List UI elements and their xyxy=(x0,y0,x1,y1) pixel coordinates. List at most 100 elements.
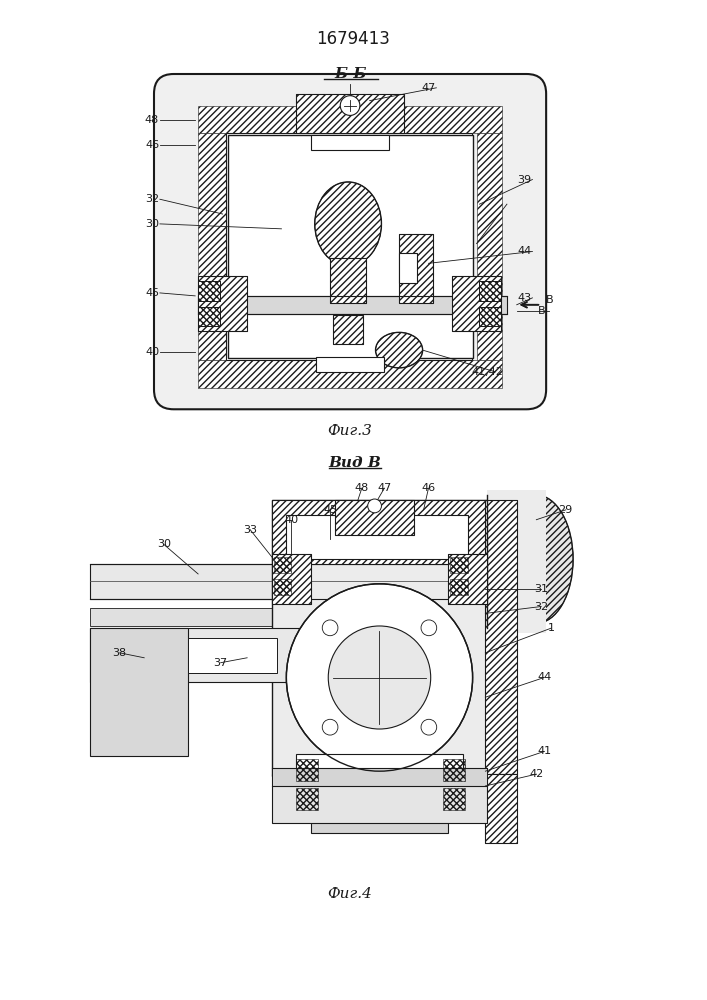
Bar xyxy=(316,357,385,372)
Bar xyxy=(311,816,448,833)
Bar xyxy=(335,500,414,535)
Bar xyxy=(188,638,276,673)
Text: Вид В: Вид В xyxy=(329,456,381,470)
Text: 41,42: 41,42 xyxy=(472,367,503,377)
Bar xyxy=(399,234,433,303)
Text: 40: 40 xyxy=(145,347,159,357)
Bar xyxy=(90,628,188,756)
Text: 47: 47 xyxy=(421,83,436,93)
Ellipse shape xyxy=(500,495,573,623)
Bar xyxy=(296,759,317,781)
Bar xyxy=(448,554,487,604)
Bar xyxy=(311,135,390,150)
Bar xyxy=(226,133,472,360)
Text: 30: 30 xyxy=(157,539,171,549)
Circle shape xyxy=(322,620,338,636)
Text: 45: 45 xyxy=(145,288,159,298)
Bar xyxy=(271,554,311,604)
Bar xyxy=(330,258,366,303)
Circle shape xyxy=(421,620,437,636)
Bar xyxy=(198,133,226,360)
Bar xyxy=(296,94,404,133)
Text: 30: 30 xyxy=(145,219,159,229)
Bar xyxy=(271,500,487,564)
Bar xyxy=(448,554,487,604)
Bar xyxy=(486,774,517,843)
Bar xyxy=(486,500,517,774)
Text: 29: 29 xyxy=(559,505,573,515)
Text: 37: 37 xyxy=(214,658,228,668)
Bar xyxy=(330,258,366,303)
Bar xyxy=(274,579,291,595)
Circle shape xyxy=(328,626,431,729)
Bar xyxy=(477,133,502,360)
Text: В: В xyxy=(537,306,545,316)
Text: 46: 46 xyxy=(421,483,436,493)
Text: 40: 40 xyxy=(284,515,298,525)
Bar xyxy=(271,768,487,786)
Bar xyxy=(479,307,501,326)
Bar xyxy=(452,276,501,331)
Bar xyxy=(286,515,468,559)
FancyBboxPatch shape xyxy=(154,74,546,409)
Circle shape xyxy=(322,719,338,735)
Bar xyxy=(271,500,487,564)
Text: В: В xyxy=(546,295,554,305)
Bar xyxy=(271,774,487,823)
Bar xyxy=(198,281,220,301)
Bar xyxy=(198,296,507,314)
Text: Б-Б: Б-Б xyxy=(334,67,366,81)
Ellipse shape xyxy=(375,332,423,368)
Circle shape xyxy=(421,719,437,735)
Circle shape xyxy=(368,499,382,513)
Bar xyxy=(271,500,487,776)
Bar xyxy=(296,788,317,810)
Bar xyxy=(90,564,522,599)
Circle shape xyxy=(340,96,360,115)
Bar xyxy=(198,106,502,133)
Text: 32: 32 xyxy=(145,194,159,204)
Bar xyxy=(198,281,220,301)
Text: 44: 44 xyxy=(518,246,532,256)
Bar xyxy=(334,315,363,344)
Bar xyxy=(198,276,247,331)
Bar xyxy=(399,234,433,303)
Text: Фиг.4: Фиг.4 xyxy=(327,887,373,901)
Bar xyxy=(486,500,517,774)
Bar xyxy=(479,307,501,326)
Text: 41: 41 xyxy=(537,746,551,756)
Bar xyxy=(486,774,517,843)
Bar xyxy=(399,253,416,283)
Bar xyxy=(198,307,220,326)
Text: 48: 48 xyxy=(355,483,369,493)
Text: 44: 44 xyxy=(537,672,551,682)
Text: 31: 31 xyxy=(534,584,548,594)
Bar xyxy=(198,307,220,326)
Text: Фиг.3: Фиг.3 xyxy=(327,424,373,438)
Bar xyxy=(479,281,501,301)
Text: 43: 43 xyxy=(518,293,532,303)
Bar xyxy=(335,500,414,535)
Text: 38: 38 xyxy=(112,648,127,658)
Text: 32: 32 xyxy=(534,601,549,611)
Bar xyxy=(334,315,363,344)
Bar xyxy=(228,135,472,358)
Bar xyxy=(274,557,291,573)
Bar xyxy=(443,759,464,781)
Text: 39: 39 xyxy=(518,175,532,185)
Bar xyxy=(450,579,468,595)
Bar xyxy=(296,754,463,819)
Bar xyxy=(198,360,502,388)
Text: 33: 33 xyxy=(243,525,257,535)
Circle shape xyxy=(286,584,472,771)
Text: 48: 48 xyxy=(145,115,159,125)
Text: 46: 46 xyxy=(145,140,159,150)
Bar xyxy=(450,557,468,573)
Bar xyxy=(271,554,311,604)
Text: 42: 42 xyxy=(530,769,544,779)
Text: 47: 47 xyxy=(378,483,392,493)
Bar xyxy=(90,628,306,682)
Text: 1: 1 xyxy=(547,623,554,633)
Bar xyxy=(198,276,247,331)
Bar xyxy=(479,281,501,301)
